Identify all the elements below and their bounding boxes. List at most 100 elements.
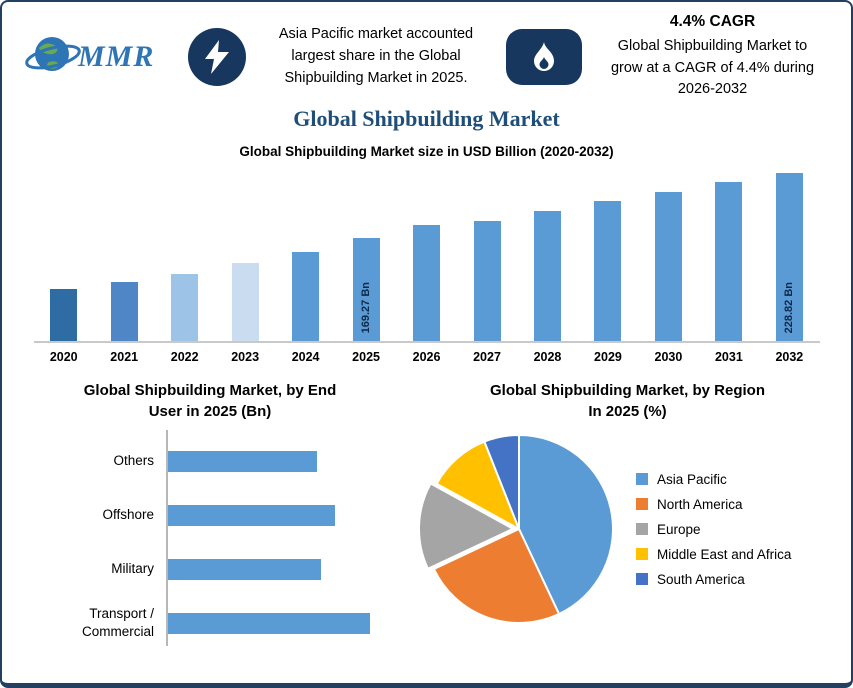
bar-x-label-2029: 2029 [594, 350, 622, 364]
region-title-line: In 2025 (%) [588, 403, 667, 420]
bar-chart-bars: 169.27 Bn 228.82 Bn [33, 169, 820, 343]
bottom-charts: Global Shipbuilding Market, by End User … [2, 380, 851, 650]
end-user-bar-area [168, 558, 406, 580]
legend-swatch-middle-east-and-africa [636, 548, 648, 560]
end-user-label-others: Others [113, 453, 154, 469]
end-user-title-line: Global Shipbuilding Market, by End [83, 382, 337, 399]
bar-x-label-2020: 2020 [49, 350, 78, 364]
left-note-line: Shipbuilding Market in 2025. [284, 69, 468, 86]
pie-plot [418, 433, 614, 624]
cagr-note-line: Global Shipbuilding Market to [617, 37, 808, 54]
bar-column-2023 [215, 263, 275, 341]
region-chart-title: Global Shipbuilding Market, by Region In… [416, 380, 839, 422]
bar-x-label-2031: 2031 [714, 350, 743, 364]
pie-slice-south-america [483, 433, 520, 530]
region-title-line: Global Shipbuilding Market, by Region [489, 382, 765, 399]
bar-x-label-2024: 2024 [291, 350, 320, 364]
bar-2031 [715, 181, 743, 341]
legend-item-europe: Europe [636, 522, 791, 537]
bar-column-2029 [578, 201, 638, 341]
legend-swatch-south-america [636, 573, 648, 585]
bar-chart-plot: 169.27 Bn 228.82 Bn 2020 2021 2022 2023 2024 2… [33, 169, 820, 364]
bar-column-2025: 169.27 Bn [336, 237, 396, 341]
lightning-icon [205, 40, 229, 74]
bar-2026 [413, 225, 441, 341]
bar-x-label-2022: 2022 [170, 350, 199, 364]
end-user-bar-military [168, 558, 321, 580]
end-user-bar-area [168, 504, 406, 526]
legend-label-north-america: North America [657, 496, 743, 512]
bar-column-2031 [699, 181, 759, 341]
bar-column-2028 [517, 210, 577, 341]
cagr-note-line: 2026-2032 [677, 81, 748, 98]
bar-2024 [292, 251, 320, 341]
end-user-chart-plot: Others Offshore Military Transport / Commer… [14, 430, 406, 650]
legend-item-middle-east-and-africa: Middle East and Africa [636, 547, 791, 562]
bar-x-label-2025: 2025 [352, 350, 380, 364]
bar-column-2026 [396, 225, 456, 341]
end-user-bar-others [168, 450, 317, 472]
end-user-chart-title: Global Shipbuilding Market, by End User … [14, 380, 406, 422]
bar-x-label-2030: 2030 [654, 350, 683, 364]
page-title: Global Shipbuilding Market [293, 106, 560, 131]
end-user-bar-transport-commercial [168, 612, 371, 634]
flame-badge [506, 29, 582, 85]
bar-column-2027 [457, 220, 517, 341]
bar-x-label-2021: 2021 [110, 350, 139, 364]
legend-item-south-america: South America [636, 572, 791, 587]
pie-area: Asia Pacific North America Europe Middle Ea… [416, 428, 839, 630]
pie-slice-europe [418, 482, 516, 571]
bar-column-2021 [94, 281, 154, 341]
bar-2028 [533, 210, 561, 341]
end-user-bar-area [168, 450, 406, 472]
legend-swatch-north-america [636, 498, 648, 510]
legend-swatch-europe [636, 523, 648, 535]
pie-slice-north-america [432, 527, 561, 624]
legend-swatch-asia-pacific [636, 473, 648, 485]
end-user-bar-offshore [168, 504, 335, 526]
end-user-row-military: Military [14, 542, 406, 596]
left-note-line: largest share in the Global [291, 48, 461, 65]
pie-slice-asia-pacific [518, 433, 614, 616]
market-size-bar-chart: Global Shipbuilding Market size in USD B… [2, 144, 851, 364]
bar-x-label-2027: 2027 [473, 350, 501, 364]
cagr-note: Global Shipbuilding Market to grow at a … [596, 36, 829, 101]
region-pie-chart: Global Shipbuilding Market, by Region In… [416, 380, 839, 650]
bar-2023 [231, 263, 259, 341]
cagr-block: 4.4% CAGR Global Shipbuilding Market to … [596, 13, 829, 101]
end-user-row-transport-commercial: Transport / Commercial [14, 596, 406, 650]
bar-column-2020 [34, 289, 94, 341]
legend-label-asia-pacific: Asia Pacific [657, 471, 727, 487]
bar-2021 [110, 281, 138, 341]
bar-column-2030 [638, 191, 698, 341]
end-user-bar-area [168, 612, 406, 634]
bar-x-label-2032: 2032 [775, 350, 804, 364]
bar-2030 [654, 191, 682, 341]
bar-value-label-2032: 228.82 Bn [783, 281, 796, 333]
cagr-note-line: grow at a CAGR of 4.4% during [610, 59, 815, 76]
end-user-row-others: Others [14, 434, 406, 488]
bar-x-label-2023: 2023 [231, 350, 260, 364]
bar-2025: 169.27 Bn [352, 237, 380, 341]
mmr-logo: MMR [24, 29, 174, 85]
legend-label-middle-east-and-africa: Middle East and Africa [657, 546, 792, 562]
pie-slice-middle-east-and-africa [435, 440, 521, 532]
end-user-label-military: Military [111, 561, 154, 577]
bar-2029 [594, 201, 622, 341]
flame-icon [534, 42, 554, 71]
bar-x-label-2026: 2026 [412, 350, 441, 364]
end-user-row-offshore: Offshore [14, 488, 406, 542]
pie-legend: Asia Pacific North America Europe Middle Ea… [636, 462, 791, 597]
end-user-label-offshore: Offshore [102, 507, 154, 523]
bar-chart-title: Global Shipbuilding Market size in USD B… [239, 144, 614, 159]
end-user-y-axis-line [166, 430, 168, 646]
legend-item-asia-pacific: Asia Pacific [636, 472, 791, 487]
globe-icon [25, 37, 81, 71]
bar-2032: 228.82 Bn [775, 172, 803, 341]
bar-x-label-2028: 2028 [533, 350, 562, 364]
bar-2020 [50, 289, 78, 341]
lightning-badge [188, 28, 246, 86]
bar-column-2024 [275, 251, 335, 341]
left-highlight-note: Asia Pacific market accounted largest sh… [260, 24, 492, 89]
legend-label-europe: Europe [657, 521, 701, 537]
